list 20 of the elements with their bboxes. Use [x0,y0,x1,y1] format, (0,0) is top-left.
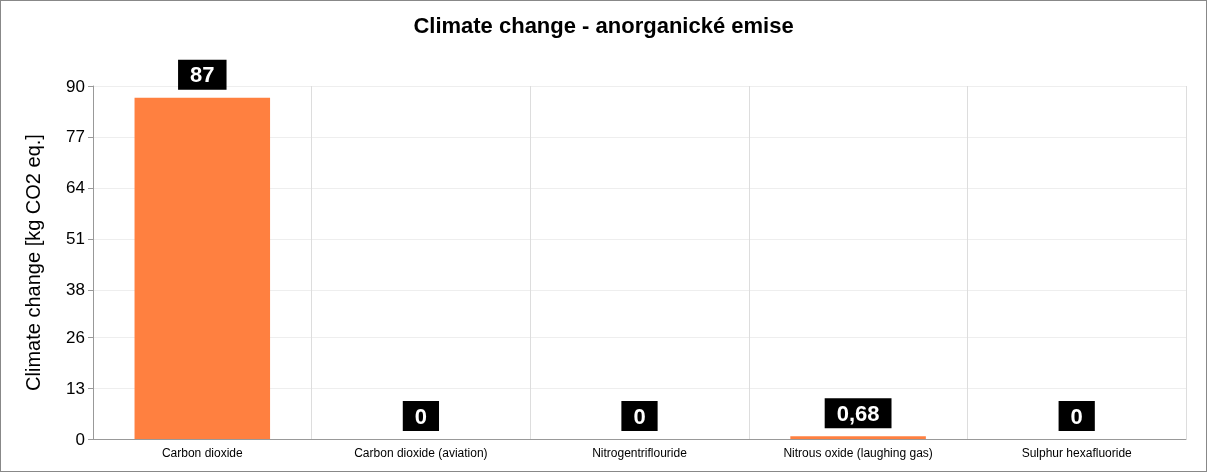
y-tick-label: 38 [66,280,85,300]
y-axis-title: Climate change [kg CO2 eq.] [22,134,44,391]
y-tick-label: 90 [66,76,85,96]
x-tick-label: Nitrous oxide (laughing gas) [783,446,933,460]
y-tick-label: 77 [66,127,85,147]
x-tick-label: Carbon dioxide (aviation) [354,446,488,460]
chart-title: Climate change - anorganické emise [413,12,794,38]
y-tick-label: 13 [66,378,85,398]
x-tick-label: Nitrogentriflouride [592,446,688,460]
x-tick-label: Sulphur hexafluoride [1021,446,1133,460]
data-label: 87 [190,62,215,88]
y-tick-label: 51 [66,229,85,249]
data-label: 0,68 [836,400,880,426]
y-tick-label: 64 [66,178,85,198]
x-tick-label: Carbon dioxide [161,446,243,460]
data-label: 0 [414,403,428,429]
data-label: 0 [1070,403,1083,429]
y-tick-label: 0 [75,429,85,449]
data-label: 0 [633,403,646,429]
y-tick-label: 26 [66,327,85,347]
